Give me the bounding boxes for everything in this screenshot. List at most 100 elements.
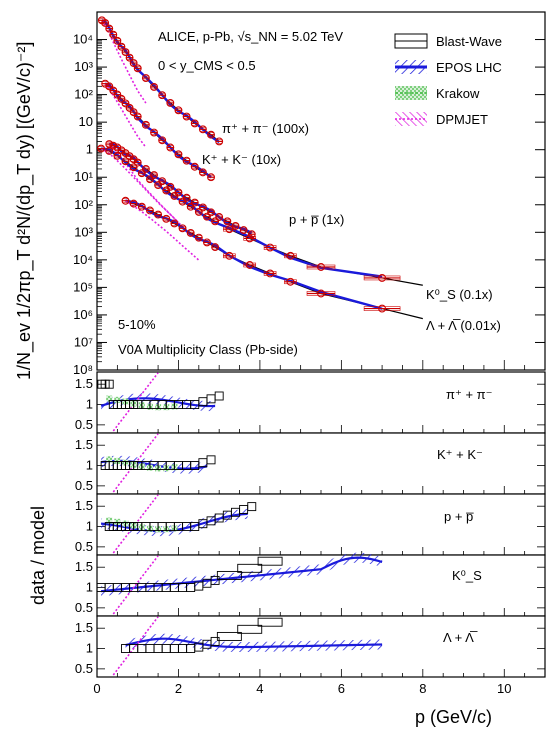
data-point (113, 143, 122, 152)
dpmjet-curve (100, 147, 192, 235)
data-point-syst-box (263, 271, 277, 276)
data-point (117, 94, 126, 103)
ratio-y-tick-label: 1.5 (75, 498, 93, 513)
data-point (113, 36, 122, 45)
data-point (121, 48, 130, 57)
data-point (166, 98, 175, 107)
ratio-y-tick-label: 1 (86, 458, 93, 473)
ratio-y-tick-label: 0.5 (75, 417, 93, 432)
data-point (198, 125, 207, 134)
krakow-ratio-marker (114, 396, 121, 403)
data-point (186, 228, 195, 237)
data-point (125, 103, 134, 112)
data-point-syst-box (243, 236, 257, 241)
data-point (97, 144, 106, 153)
ratio-panel-label: Λ + Λ̅ (443, 630, 478, 645)
data-point (113, 151, 122, 160)
data-point (317, 263, 325, 271)
ratio-y-tick-label: 1.5 (75, 620, 93, 635)
data-point (113, 90, 122, 99)
krakow-ratio-marker (114, 518, 121, 525)
data-point (198, 203, 207, 212)
blast-wave-ratio-point (237, 563, 263, 573)
y-axis-title-spectra: 1/N_ev 1/2πp_T d²N/(dp_T dy) [(GeV/c)⁻²] (14, 42, 35, 380)
data-point (109, 30, 118, 39)
data-point-syst-box (306, 291, 336, 296)
data-point (198, 168, 207, 177)
blast-wave-ratio-point (216, 570, 242, 580)
y-tick-label: 10³ (74, 224, 93, 239)
legend: Blast-Wave EPOS LHC Krakow DPMJET (394, 33, 502, 127)
x-tick-label: 2 (175, 681, 182, 696)
data-point (211, 243, 220, 252)
data-point (178, 197, 187, 206)
data-point (225, 251, 234, 260)
experiment-text: ALICE, p-Pb, √s_NN = 5.02 TeV (158, 29, 343, 44)
epos-curve (100, 147, 383, 278)
epos-ratio-band (125, 633, 383, 653)
data-point (162, 186, 171, 195)
data-point (225, 225, 234, 234)
data-point (150, 82, 158, 91)
ratio-y-tick-label: 0.5 (75, 539, 93, 554)
data-point (378, 274, 387, 282)
data-point (178, 224, 187, 233)
data-point (137, 202, 146, 211)
ratio-y-tick-label: 0.5 (75, 478, 93, 493)
ratio-panel-label: K⁰_S (452, 568, 482, 583)
blast-wave-ratio-point (206, 455, 216, 465)
blast-wave-ratio-point (257, 617, 283, 627)
krakow-ratio-marker (106, 456, 113, 463)
data-point (215, 213, 224, 221)
data-point (105, 147, 114, 155)
data-point-syst-box (284, 253, 297, 259)
data-point (133, 64, 142, 73)
blast-wave-ratio-point (210, 636, 220, 646)
data-point (170, 219, 179, 228)
dpmjet-ratio-curve (112, 616, 159, 676)
data-point (166, 143, 175, 152)
spectra-panel: 10⁸ 10⁷ 10⁶ 10⁵ 10⁴ 10³ 10² 10¹ 1 10 10² 10³ 10⁴ π⁺ … (14, 11, 546, 380)
y-tick-label: 10⁴ (73, 252, 93, 267)
ratio-y-tick-label: 1 (86, 397, 93, 412)
blast-wave-ratio-point (214, 391, 224, 401)
y-tick-label: 10⁶ (73, 307, 93, 322)
data-point (105, 82, 114, 91)
ratio-y-tick-label: 1.5 (75, 559, 93, 574)
data-point-syst-box (223, 226, 236, 232)
y-tick-label: 10⁸ (73, 362, 93, 377)
series-label-protons: p + p̅ (1x) (289, 212, 344, 227)
data-point (215, 137, 224, 146)
ratio-panel-label: π⁺ + π⁻ (446, 387, 492, 402)
data-point-syst-box (363, 306, 401, 311)
krakow-ratio-marker (106, 517, 113, 524)
data-point (154, 181, 163, 190)
data-point (105, 24, 114, 33)
y-tick-label: 1 (86, 142, 93, 157)
spectra-data-points (97, 16, 401, 313)
data-point (207, 173, 215, 182)
data-point (141, 120, 150, 129)
data-point (186, 202, 195, 211)
data-point (203, 238, 211, 247)
data-point (170, 191, 179, 200)
data-point (141, 164, 150, 173)
blast-wave-ratio-point (104, 379, 114, 389)
data-point (190, 119, 199, 128)
data-point (207, 208, 215, 217)
y-tick-label: 10⁵ (73, 279, 93, 294)
y-tick-label: 10 (79, 114, 93, 129)
data-point (145, 206, 154, 215)
blast-wave-ratio-point (247, 502, 257, 512)
ratio-y-tick-label: 0.5 (75, 600, 93, 615)
ratio-panel-label: p + p̅ (444, 509, 474, 524)
data-point (121, 99, 130, 108)
data-point (150, 171, 158, 180)
ratio-panel: 0.5 1 1.5 π⁺ + π⁻ (75, 371, 546, 434)
data-point (286, 251, 295, 260)
dpmjet-ratio-curve (112, 555, 159, 615)
y-tick-label: 10² (74, 197, 93, 212)
ratio-y-tick-label: 1.5 (75, 437, 93, 452)
epos-curve (101, 19, 220, 144)
x-axis-title: p (GeV/c) (415, 707, 492, 727)
